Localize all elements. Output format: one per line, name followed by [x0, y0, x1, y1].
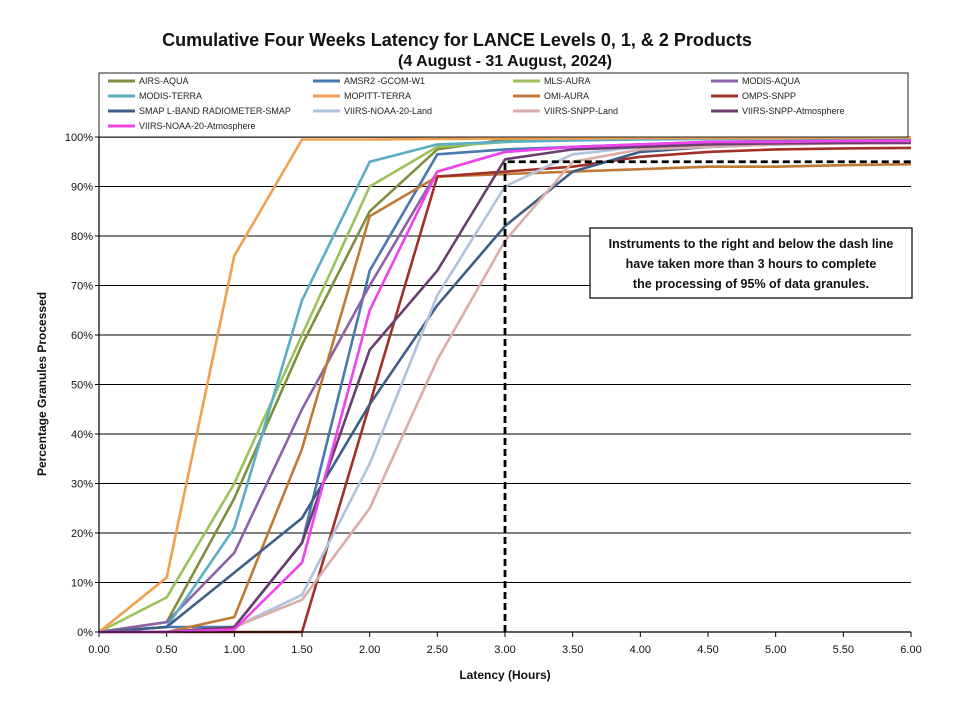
- x-tick-label: 1.50: [291, 644, 312, 656]
- x-axis-label: Latency (Hours): [459, 668, 550, 682]
- legend-entry: SMAP L-BAND RADIOMETER-SMAP: [139, 106, 291, 116]
- legend-entry: AIRS-AQUA: [139, 76, 189, 86]
- y-tick-label: 50%: [71, 380, 93, 392]
- legend: AIRS-AQUA AMSR2 -GCOM-W1 MLS-AURA MODIS-AQU…: [98, 72, 909, 138]
- x-tick-label: 2.50: [427, 644, 448, 656]
- series-line: [98, 136, 911, 634]
- legend-entry: VIIRS-NOAA-20-Land: [344, 106, 432, 116]
- y-tick-label: 40%: [71, 429, 93, 441]
- annotation-line-2: have taken more than 3 hours to complete: [626, 257, 877, 271]
- y-tick-label: 70%: [71, 281, 93, 293]
- chart-title: Cumulative Four Weeks Latency for LANCE …: [162, 30, 752, 50]
- legend-entry: OMI-AURA: [544, 91, 589, 101]
- grid-lines: [95, 136, 912, 637]
- annotation-frame: [589, 227, 913, 299]
- x-tick-label: 0.00: [88, 644, 109, 656]
- x-tick-label: 4.50: [697, 644, 718, 656]
- x-tick-label: 0.50: [156, 644, 177, 656]
- annotation-line-3: the processing of 95% of data granules.: [633, 277, 869, 291]
- threshold-path: [503, 160, 911, 632]
- y-tick-label: 100%: [65, 132, 93, 144]
- y-tick-label: 20%: [71, 528, 93, 540]
- x-tick-label: 3.50: [562, 644, 583, 656]
- x-tick-label: 3.00: [494, 644, 515, 656]
- legend-entry: OMPS-SNPP: [742, 91, 796, 101]
- annotation-box: Instruments to the right and below the d…: [589, 227, 913, 299]
- y-tick-label: 10%: [71, 578, 93, 590]
- y-tick-label: 0%: [77, 627, 93, 639]
- threshold-dash-line: [503, 160, 911, 632]
- y-tick-label: 90%: [71, 182, 93, 194]
- series-line: [99, 139, 911, 634]
- x-tick-label: 1.00: [224, 644, 245, 656]
- legend-entry: MLS-AURA: [544, 76, 591, 86]
- y-tick-labels: 0% 10% 20% 30% 40% 50% 60% 70% 80% 90% 100%: [65, 132, 93, 639]
- x-tick-label: 5.50: [833, 644, 854, 656]
- legend-entry: VIIRS-SNPP-Atmosphere: [742, 106, 845, 116]
- x-tick-label: 5.00: [765, 644, 786, 656]
- series-line: [99, 141, 911, 634]
- x-tick-labels: 0.00 0.50 1.00 1.50 2.00 2.50 3.00 3.50 4.00 4.50…: [88, 644, 921, 656]
- legend-entry: MOPITT-TERRA: [344, 91, 411, 101]
- y-tick-label: 80%: [71, 231, 93, 243]
- x-tick-label: 4.00: [630, 644, 651, 656]
- axes: [98, 137, 911, 633]
- y-tick-label: 30%: [71, 479, 93, 491]
- x-tick-label: 6.00: [900, 644, 921, 656]
- legend-box: [98, 72, 909, 138]
- y-axis-label: Percentage Granules Processed: [35, 292, 49, 476]
- x-tick-label: 2.00: [359, 644, 380, 656]
- legend-entry: MODIS-TERRA: [139, 91, 202, 101]
- series-layer: [98, 136, 912, 634]
- annotation-line-1: Instruments to the right and below the d…: [609, 237, 894, 251]
- legend-entry: AMSR2 -GCOM-W1: [344, 76, 425, 86]
- legend-entry: MODIS-AQUA: [742, 76, 800, 86]
- chart-subtitle: (4 August - 31 August, 2024): [398, 53, 612, 70]
- legend-entry: VIIRS-SNPP-Land: [544, 106, 618, 116]
- y-tick-label: 60%: [71, 330, 93, 342]
- legend-entry: VIIRS-NOAA-20-Atmosphere: [139, 121, 256, 131]
